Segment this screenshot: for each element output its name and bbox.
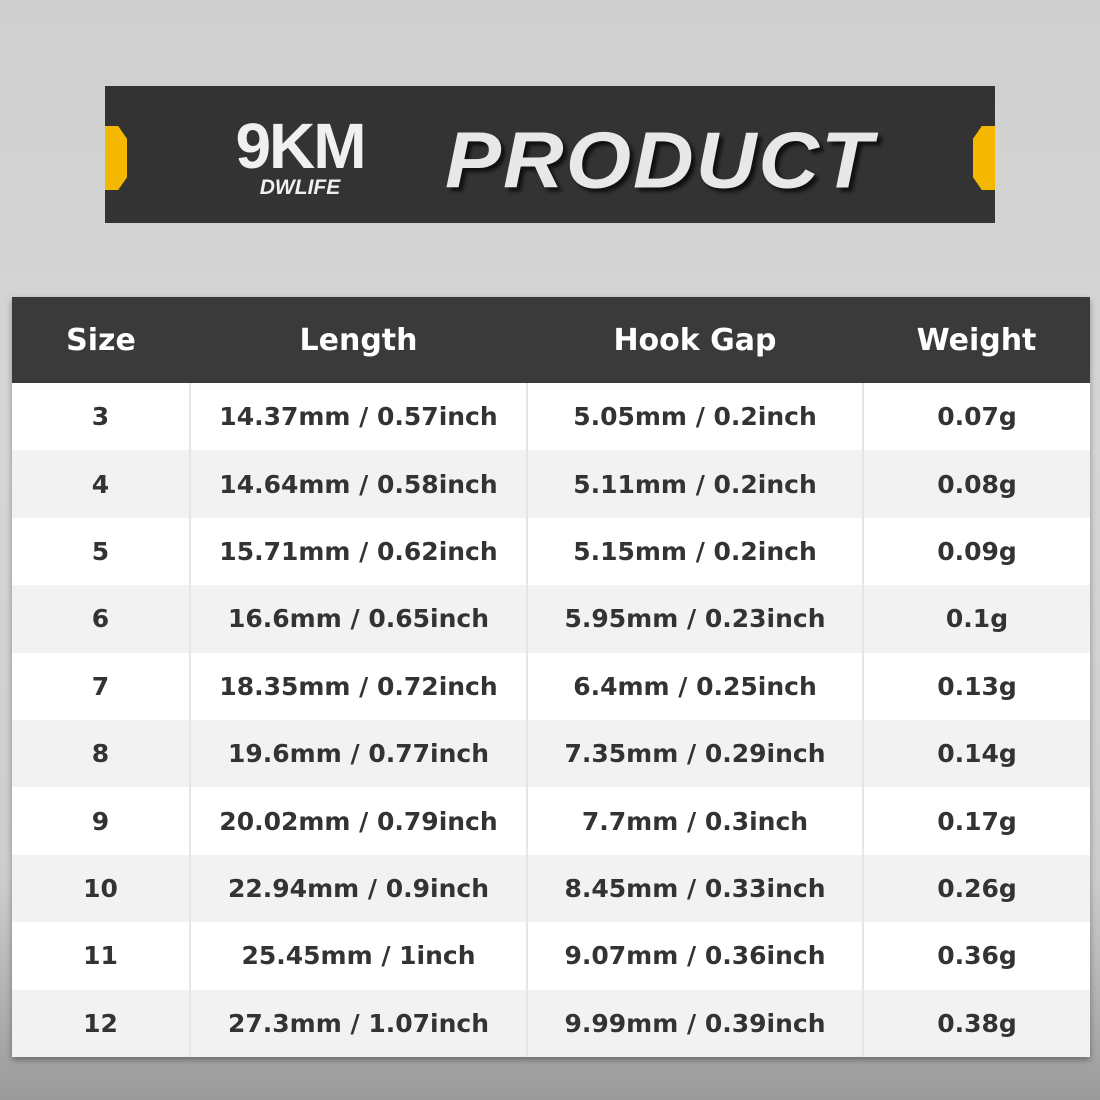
cell-size: 8	[12, 719, 190, 788]
logo-subtext: DWLIFE	[259, 176, 341, 199]
cell-size: 4	[12, 450, 190, 518]
cell-size: 11	[12, 922, 190, 990]
cell-weight: 0.13g	[862, 652, 1090, 720]
table-row: 5 15.71mm / 0.62inch 5.15mm / 0.2inch 0.09g	[12, 517, 1090, 586]
table-row: 9 20.02mm / 0.79inch 7.7mm / 0.3inch 0.17g	[12, 787, 1090, 855]
cell-length: 25.45mm / 1inch	[189, 922, 527, 990]
column-header-size: Size	[12, 297, 190, 383]
cell-length: 27.3mm / 1.07inch	[189, 989, 527, 1057]
cell-size: 10	[12, 854, 190, 923]
cell-weight: 0.09g	[862, 517, 1090, 586]
cell-hook-gap: 8.45mm / 0.33inch	[526, 854, 863, 923]
cell-length: 22.94mm / 0.9inch	[189, 854, 527, 923]
cell-length: 18.35mm / 0.72inch	[189, 652, 527, 720]
cell-weight: 0.36g	[862, 922, 1090, 990]
cell-weight: 0.1g	[862, 585, 1090, 653]
cell-size: 7	[12, 652, 190, 720]
table-row: 7 18.35mm / 0.72inch 6.4mm / 0.25inch 0.13g	[12, 652, 1090, 720]
cell-hook-gap: 5.15mm / 0.2inch	[526, 517, 863, 586]
left-accent-tab	[105, 126, 127, 190]
logo-text: 9KM	[235, 110, 366, 182]
cell-hook-gap: 5.11mm / 0.2inch	[526, 450, 863, 518]
cell-hook-gap: 5.05mm / 0.2inch	[526, 383, 863, 451]
column-header-hook-gap: Hook Gap	[527, 297, 863, 383]
brand-logo: 9KM DWLIFE	[200, 110, 400, 200]
table-header-row: Size Length Hook Gap Weight	[12, 297, 1090, 383]
column-header-length: Length	[190, 297, 527, 383]
cell-length: 15.71mm / 0.62inch	[189, 517, 527, 586]
cell-size: 12	[12, 989, 190, 1057]
cell-weight: 0.14g	[862, 719, 1090, 788]
cell-weight: 0.08g	[862, 450, 1090, 518]
cell-length: 16.6mm / 0.65inch	[189, 585, 527, 653]
cell-size: 9	[12, 787, 190, 855]
cell-hook-gap: 7.7mm / 0.3inch	[526, 787, 863, 855]
table-row: 12 27.3mm / 1.07inch 9.99mm / 0.39inch 0.38…	[12, 989, 1090, 1057]
banner-title: PRODUCT	[445, 115, 875, 205]
cell-hook-gap: 9.99mm / 0.39inch	[526, 989, 863, 1057]
table-row: 8 19.6mm / 0.77inch 7.35mm / 0.29inch 0.14g	[12, 719, 1090, 788]
cell-hook-gap: 5.95mm / 0.23inch	[526, 585, 863, 653]
cell-hook-gap: 9.07mm / 0.36inch	[526, 922, 863, 990]
cell-weight: 0.38g	[862, 989, 1090, 1057]
table-row: 11 25.45mm / 1inch 9.07mm / 0.36inch 0.36g	[12, 922, 1090, 990]
cell-size: 5	[12, 517, 190, 586]
table-row: 4 14.64mm / 0.58inch 5.11mm / 0.2inch 0.08g	[12, 450, 1090, 518]
cell-hook-gap: 6.4mm / 0.25inch	[526, 652, 863, 720]
cell-weight: 0.17g	[862, 787, 1090, 855]
cell-hook-gap: 7.35mm / 0.29inch	[526, 719, 863, 788]
cell-length: 19.6mm / 0.77inch	[189, 719, 527, 788]
product-banner: 9KM DWLIFE PRODUCT	[105, 86, 995, 223]
cell-size: 3	[12, 383, 190, 451]
cell-length: 14.37mm / 0.57inch	[189, 383, 527, 451]
column-header-weight: Weight	[863, 297, 1090, 383]
cell-length: 20.02mm / 0.79inch	[189, 787, 527, 855]
cell-weight: 0.07g	[862, 383, 1090, 451]
size-chart-table: Size Length Hook Gap Weight 3 14.37mm / 0.57…	[12, 297, 1090, 1057]
cell-length: 14.64mm / 0.58inch	[189, 450, 527, 518]
table-row: 6 16.6mm / 0.65inch 5.95mm / 0.23inch 0.1g	[12, 585, 1090, 653]
table-row: 3 14.37mm / 0.57inch 5.05mm / 0.2inch 0.07g	[12, 383, 1090, 451]
table-row: 10 22.94mm / 0.9inch 8.45mm / 0.33inch 0.26…	[12, 854, 1090, 923]
cell-size: 6	[12, 585, 190, 653]
cell-weight: 0.26g	[862, 854, 1090, 923]
right-accent-tab	[973, 126, 995, 190]
